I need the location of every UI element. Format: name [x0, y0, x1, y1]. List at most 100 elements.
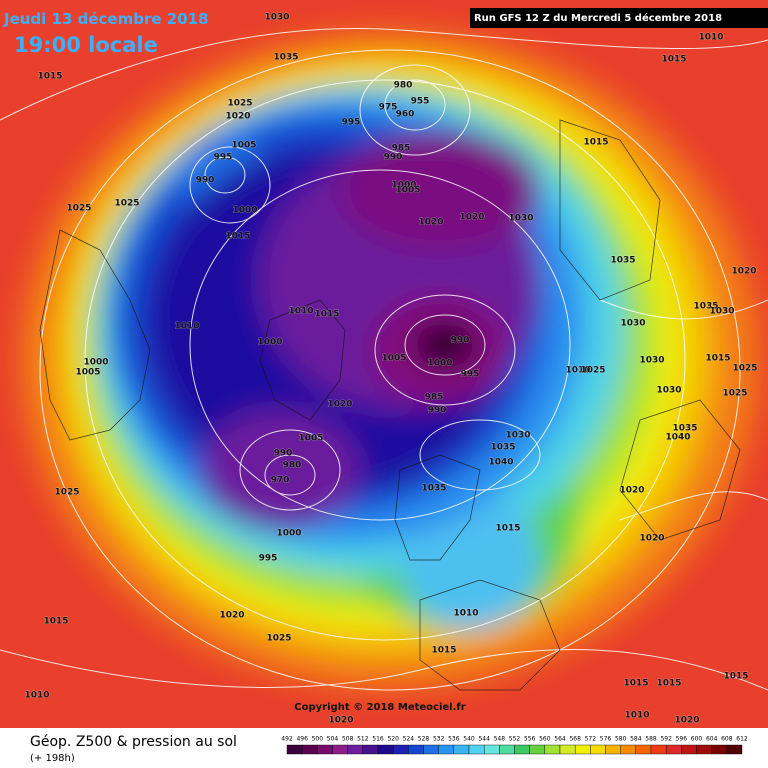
pressure-label: 990: [384, 153, 403, 163]
pressure-label: 1005: [231, 141, 256, 151]
legend-tick-label: 612: [736, 736, 748, 743]
legend-tick-label: 532: [433, 736, 445, 743]
pressure-label: 1015: [583, 138, 608, 148]
legend-tick-label: 500: [312, 736, 324, 743]
legend-swatch: [468, 744, 485, 755]
pressure-label: 1020: [225, 112, 250, 122]
date-label: Jeudi 13 décembre 2018: [3, 10, 209, 28]
isobars: [0, 27, 768, 691]
pressure-label: 990: [274, 449, 293, 459]
pressure-label: 1025: [722, 389, 747, 399]
legend-tick-label: 524: [403, 736, 415, 743]
legend-tick-label: 596: [676, 736, 688, 743]
legend-swatch: [453, 744, 470, 755]
legend-swatch: [286, 744, 303, 755]
color-legend: 492 496 500 504 508 512 516 520 524 528 532 536 540 5…: [281, 736, 748, 755]
pressure-label: 1025: [732, 364, 757, 374]
pressure-label: 960: [396, 110, 415, 120]
pressure-label: 1015: [661, 55, 686, 65]
pressure-label: 1030: [639, 356, 664, 366]
pressure-label: 1000: [391, 181, 416, 191]
legend-tick-label: 568: [569, 736, 581, 743]
legend-swatch: [635, 744, 652, 755]
pressure-label: 970: [271, 476, 290, 486]
legend-swatch: [559, 744, 576, 755]
copyright: Copyright © 2018 Meteociel.fr: [294, 702, 465, 713]
pressure-label: 990: [451, 336, 470, 346]
pressure-label: 1020: [328, 716, 353, 726]
pressure-label: 1020: [219, 611, 244, 621]
pressure-label: 1035: [273, 53, 298, 63]
pressure-label: 1005: [298, 434, 323, 444]
footer-title: Géop. Z500 & pression au sol: [30, 734, 237, 750]
pressure-label: 1020: [731, 267, 756, 277]
legend-tick-label: 580: [615, 736, 627, 743]
pressure-label: 1035: [421, 484, 446, 494]
legend-swatch: [514, 744, 530, 755]
pressure-label: 1005: [381, 354, 406, 364]
legend-swatch: [574, 744, 591, 755]
pressure-label: 1025: [580, 366, 605, 376]
pressure-label: 1010: [624, 711, 649, 721]
pressure-label: 1040: [488, 458, 513, 468]
legend-swatch: [332, 744, 348, 755]
pressure-label: 1015: [623, 679, 648, 689]
pressure-label: 1000: [83, 358, 108, 368]
legend-tick-label: 504: [327, 736, 339, 743]
pressure-label: 1020: [674, 716, 699, 726]
pressure-label: 995: [342, 118, 361, 128]
legend-tick-label: 552: [509, 736, 521, 743]
legend-swatch: [544, 744, 561, 755]
pressure-label: 1010: [24, 691, 49, 701]
legend-tick-label: 584: [630, 736, 642, 743]
pressure-label: 1035: [693, 302, 718, 312]
legend-swatch: [711, 744, 728, 755]
pressure-label: 1035: [490, 443, 515, 453]
legend-swatch: [423, 744, 439, 755]
pressure-label: 1015: [43, 617, 68, 627]
pressure-label: 1015: [314, 310, 339, 320]
pressure-label: 1030: [508, 214, 533, 224]
legend-swatch: [696, 744, 712, 755]
pressure-label: 1020: [327, 400, 352, 410]
legend-swatch: [301, 744, 318, 755]
legend-swatch: [499, 744, 515, 755]
pressure-label: 1030: [264, 13, 289, 23]
pressure-label: 1025: [227, 99, 252, 109]
legend-tick-label: 528: [418, 736, 430, 743]
pressure-label: 1000: [232, 206, 257, 216]
pressure-label: 990: [428, 406, 447, 416]
legend-swatch: [726, 744, 743, 755]
pressure-label: 985: [392, 144, 411, 154]
pressure-label: 1020: [418, 218, 443, 228]
pressure-label: 1015: [656, 679, 681, 689]
pressure-label: 1015: [705, 354, 730, 364]
pressure-label: 1025: [54, 488, 79, 498]
time-label: 19:00 locale: [14, 33, 158, 57]
legend-swatch: [438, 744, 455, 755]
legend-swatch: [317, 744, 333, 755]
pressure-label: 1020: [639, 534, 664, 544]
pressure-label: 1010: [698, 33, 723, 43]
run-box: [470, 8, 768, 28]
pressure-label: 1010: [174, 322, 199, 332]
pressure-label: 1030: [656, 386, 681, 396]
pressure-label: 1020: [619, 486, 644, 496]
pressure-label: 1010: [288, 307, 313, 317]
legend-tick-label: 572: [585, 736, 597, 743]
legend-swatch: [483, 744, 500, 755]
legend-swatch: [681, 744, 697, 755]
pressure-label: 1025: [66, 204, 91, 214]
pressure-label: 1035: [610, 256, 635, 266]
footer-lead: (+ 198h): [30, 753, 75, 764]
pressure-label: 975: [379, 103, 398, 113]
pressure-label: 990: [196, 176, 215, 186]
legend-tick-label: 576: [600, 736, 612, 743]
legend-tick-label: 496: [296, 736, 308, 743]
coastlines: [39, 119, 741, 691]
legend-tick-label: 516: [372, 736, 384, 743]
pressure-label: 1015: [495, 524, 520, 534]
legend-tick-label: 508: [342, 736, 354, 743]
